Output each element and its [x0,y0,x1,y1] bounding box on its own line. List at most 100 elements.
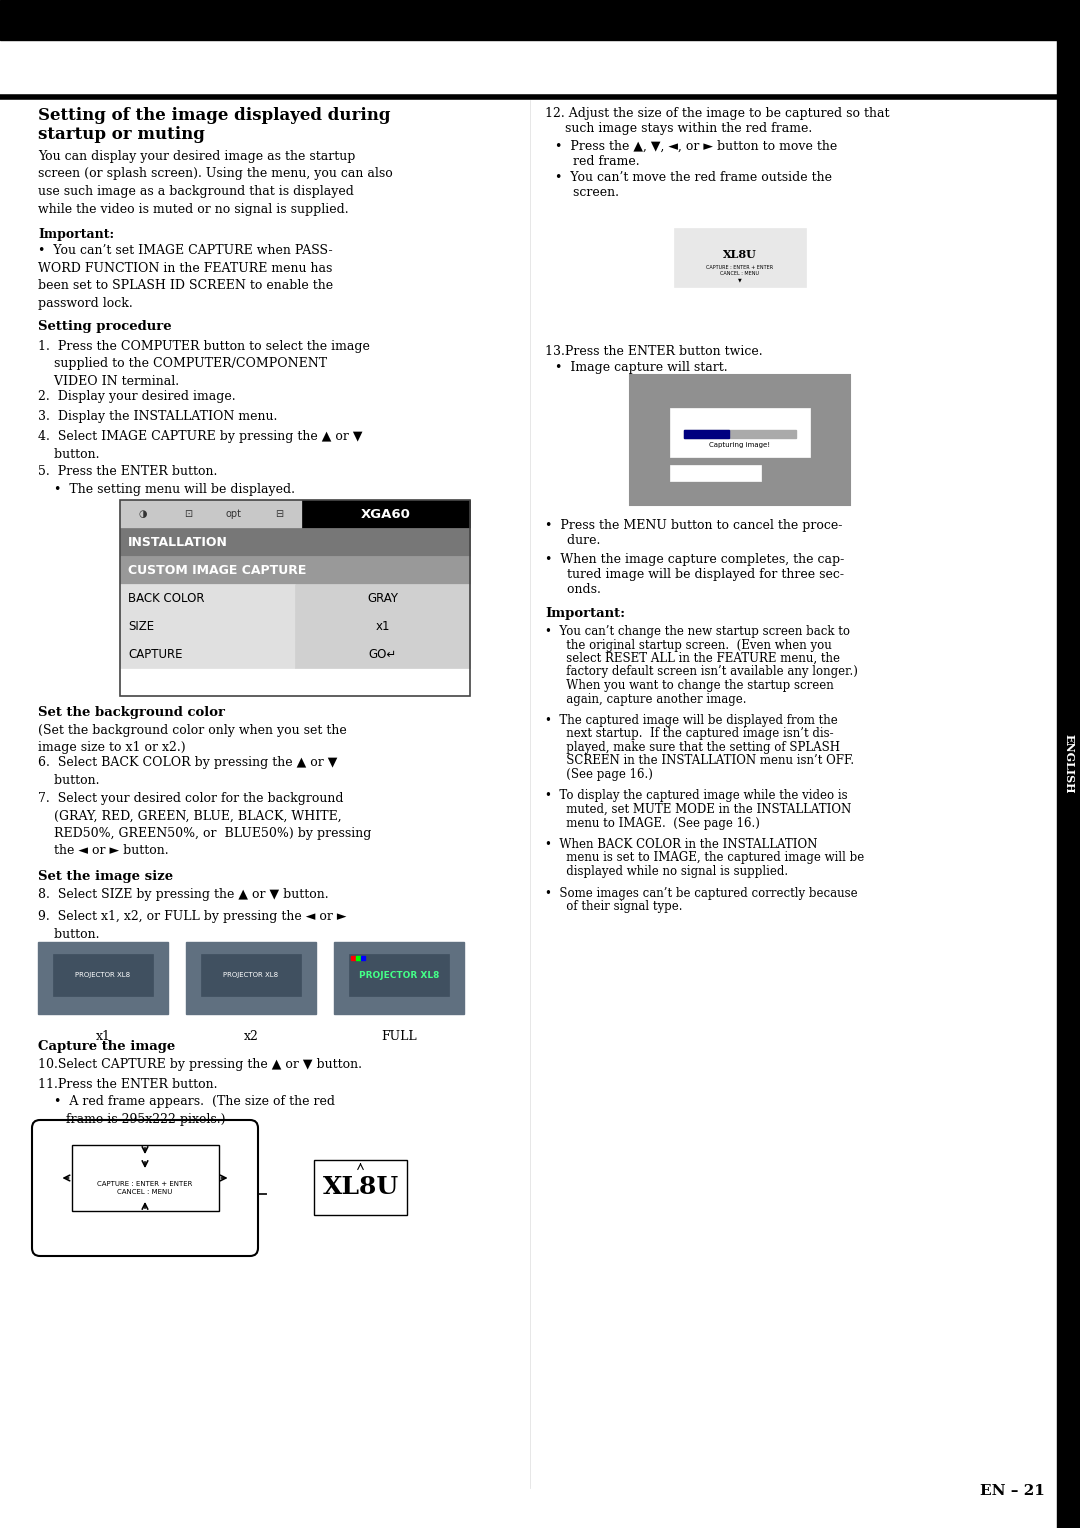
Text: •  You can’t set IMAGE CAPTURE when PASS-
WORD FUNCTION in the FEATURE menu has
: • You can’t set IMAGE CAPTURE when PASS-… [38,244,333,310]
Text: CAPTURE: CAPTURE [129,648,183,660]
Text: 6.  Select BACK COLOR by pressing the ▲ or ▼
    button.: 6. Select BACK COLOR by pressing the ▲ o… [38,756,337,787]
Text: x2: x2 [244,1030,258,1044]
Text: ⊟: ⊟ [275,509,283,520]
Text: factory default screen isn’t available any longer.): factory default screen isn’t available a… [555,666,858,678]
Bar [1057,31,1080,1528]
Bar [257,500,302,529]
Text: When you want to change the startup screen: When you want to change the startup scre… [555,678,834,692]
Bar [120,500,470,695]
Text: Set the image size: Set the image size [38,869,173,883]
Text: CAPTURE : ENTER + ENTER
CANCEL : MENU
▼: CAPTURE : ENTER + ENTER CANCEL : MENU ▼ [706,264,773,283]
Text: CUSTOM IMAGE CAPTURE: CUSTOM IMAGE CAPTURE [129,564,307,576]
Text: x1: x1 [375,619,390,633]
Text: •  To display the captured image while the video is: • To display the captured image while th… [545,790,848,802]
Text: •  When BACK COLOR in the INSTALLATION: • When BACK COLOR in the INSTALLATION [545,837,818,851]
Text: x1: x1 [95,1030,110,1044]
Bar [38,941,168,1015]
Text: XGA60: XGA60 [361,507,410,521]
Text: •  Press the ▲, ▼, ◄, or ► button to move the: • Press the ▲, ▼, ◄, or ► button to move… [555,141,837,153]
Text: •  You can’t change the new startup screen back to: • You can’t change the new startup scree… [545,625,850,639]
Text: Setting procedure: Setting procedure [38,319,172,333]
Text: tured image will be displayed for three sec-: tured image will be displayed for three … [555,568,843,581]
Text: 8.  Select SIZE by pressing the ▲ or ▼ button.: 8. Select SIZE by pressing the ▲ or ▼ bu… [38,888,328,902]
Text: played, make sure that the setting of SPLASH: played, make sure that the setting of SP… [555,741,840,753]
Text: select RESET ALL in the FEATURE menu, the: select RESET ALL in the FEATURE menu, th… [555,652,840,665]
Bar [120,500,165,529]
Text: onds.: onds. [555,584,600,596]
Text: 12. Adjust the size of the image to be captured so that: 12. Adjust the size of the image to be c… [545,107,890,121]
Text: 13.Press the ENTER button twice.: 13.Press the ENTER button twice. [545,345,762,358]
Bar [120,584,295,613]
Bar [314,1160,407,1215]
Text: red frame.: red frame. [561,154,639,168]
Text: of their signal type.: of their signal type. [555,900,683,914]
Bar [630,202,850,332]
Text: 10.Select CAPTURE by pressing the ▲ or ▼ button.: 10.Select CAPTURE by pressing the ▲ or ▼… [38,1057,362,1071]
Text: menu is set to IMAGE, the captured image will be: menu is set to IMAGE, the captured image… [555,851,864,865]
Bar [670,465,761,481]
Bar [334,941,464,1015]
Bar [356,957,360,960]
Text: FULL: FULL [381,1030,417,1044]
Text: PROJECTOR XL8: PROJECTOR XL8 [76,972,131,978]
Text: ◑: ◑ [138,509,147,520]
Text: XL8U: XL8U [323,1175,399,1199]
Text: You can display your desired image as the startup
screen (or splash screen). Usi: You can display your desired image as th… [38,150,393,215]
Bar [0,0,1080,40]
Text: Set the background color: Set the background color [38,706,225,720]
Bar [295,584,470,613]
Text: Important:: Important: [545,607,625,620]
Text: GRAY: GRAY [367,591,399,605]
Bar [53,953,153,996]
Bar [684,429,796,437]
Bar [120,529,470,556]
Bar [670,408,810,457]
Bar [349,953,449,996]
Bar [120,500,302,529]
Bar [302,500,470,529]
Text: 4.  Select IMAGE CAPTURE by pressing the ▲ or ▼
    button.: 4. Select IMAGE CAPTURE by pressing the … [38,429,363,460]
Text: SIZE: SIZE [129,619,154,633]
Text: •  Some images can’t be captured correctly because: • Some images can’t be captured correctl… [545,886,858,900]
Text: •  The captured image will be displayed from the: • The captured image will be displayed f… [545,714,838,727]
Text: the original startup screen.  (Even when you: the original startup screen. (Even when … [555,639,832,651]
Text: ⊡: ⊡ [185,509,192,520]
Text: PROJECTOR XL8: PROJECTOR XL8 [224,972,279,978]
Text: •  When the image capture completes, the cap-: • When the image capture completes, the … [545,553,845,565]
Text: CAPTURE : ENTER + ENTER
CANCEL : MENU: CAPTURE : ENTER + ENTER CANCEL : MENU [97,1181,192,1195]
Bar [674,228,806,287]
Text: screen.: screen. [561,186,619,199]
Text: 11.Press the ENTER button.
    •  A red frame appears.  (The size of the red
   : 11.Press the ENTER button. • A red frame… [38,1077,335,1126]
Bar [268,1138,453,1248]
Text: 5.  Press the ENTER button.
    •  The setting menu will be displayed.: 5. Press the ENTER button. • The setting… [38,465,295,495]
Text: •  Image capture will start.: • Image capture will start. [555,361,728,374]
Text: •  You can’t move the red frame outside the: • You can’t move the red frame outside t… [555,171,832,183]
Bar [120,556,470,584]
Text: muted, set MUTE MODE in the INSTALLATION: muted, set MUTE MODE in the INSTALLATION [555,804,851,816]
Bar [120,613,295,640]
Text: ENGLISH: ENGLISH [1064,735,1075,793]
Text: displayed while no signal is supplied.: displayed while no signal is supplied. [555,865,788,879]
Text: BACK COLOR: BACK COLOR [129,591,204,605]
Text: PROJECTOR XL8: PROJECTOR XL8 [359,970,440,979]
Bar [295,640,470,668]
Text: XL8U: XL8U [724,249,757,260]
Text: startup or muting: startup or muting [38,125,205,144]
Text: (Set the background color only when you set the
image size to x1 or x2.): (Set the background color only when you … [38,724,347,755]
Text: •  Press the MENU button to cancel the proce-: • Press the MENU button to cancel the pr… [545,520,842,532]
Text: GO↵: GO↵ [368,648,396,660]
Bar [684,429,729,437]
Text: INSTALLATION: INSTALLATION [129,535,228,549]
Text: 1.  Press the COMPUTER button to select the image
    supplied to the COMPUTER/C: 1. Press the COMPUTER button to select t… [38,341,369,388]
Bar [351,957,355,960]
Text: next startup.  If the captured image isn’t dis-: next startup. If the captured image isn’… [555,727,834,741]
Text: again, capture another image.: again, capture another image. [555,692,746,706]
Text: (See page 16.): (See page 16.) [555,769,653,781]
Text: opt: opt [226,509,242,520]
Text: 3.  Display the INSTALLATION menu.: 3. Display the INSTALLATION menu. [38,410,278,423]
Bar [120,640,295,668]
Text: Setting of the image displayed during: Setting of the image displayed during [38,107,391,124]
FancyBboxPatch shape [32,1120,258,1256]
Text: menu to IMAGE.  (See page 16.): menu to IMAGE. (See page 16.) [555,816,760,830]
Text: 7.  Select your desired color for the background
    (GRAY, RED, GREEN, BLUE, BL: 7. Select your desired color for the bac… [38,792,372,857]
